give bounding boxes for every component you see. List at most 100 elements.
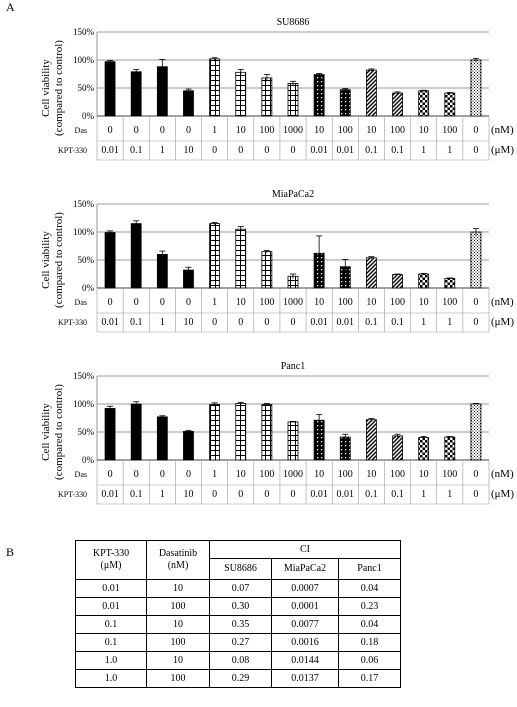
table-row: 0.01 10 0.07 0.0007 0.04 [75, 579, 401, 598]
das-value: 0 [134, 297, 139, 308]
kpt-value: 0 [212, 489, 217, 500]
header-ci: CI [209, 540, 401, 559]
table-row: 0.01 100 0.30 0.0001 0.23 [75, 597, 401, 616]
table-cell-ci: 0.0016 [271, 633, 339, 652]
header-kpt: KPT-330 (μM) [75, 540, 147, 580]
table-row: 1.0 100 0.29 0.0137 0.17 [75, 669, 401, 688]
das-value: 10 [366, 297, 376, 308]
das-value: 10 [236, 297, 246, 308]
kpt-row-label: KPT-330 [58, 318, 87, 327]
das-value: 100 [338, 297, 353, 308]
bar [392, 92, 403, 117]
das-value: 0 [134, 125, 139, 136]
table-cell-das: 10 [146, 579, 210, 598]
y-axis-label: Cell viability(compared to control) [40, 212, 65, 308]
kpt-value: 1 [421, 317, 426, 328]
bar [209, 58, 221, 117]
das-value: 10 [314, 125, 324, 136]
das-value: 0 [186, 469, 191, 480]
header-dasatinib: Dasatinib (nM) [146, 540, 210, 580]
y-tick-label: 100% [73, 399, 95, 409]
das-value: 0 [473, 469, 478, 480]
table-cell-das: 10 [146, 651, 210, 670]
kpt-value: 0.1 [365, 317, 378, 328]
kpt-value: 1 [421, 489, 426, 500]
ci-table: KPT-330 (μM) Dasatinib (nM) CI SU8686 MiaP… [75, 540, 401, 688]
das-value: 10 [419, 125, 429, 136]
table-cell-kpt: 0.01 [75, 597, 147, 616]
kpt-unit: (μM) [491, 488, 514, 500]
bar [183, 431, 194, 461]
das-unit: (nM) [491, 468, 514, 480]
bar [130, 71, 142, 117]
das-value: 0 [160, 469, 165, 480]
das-row-label: Das [75, 298, 87, 307]
bar [235, 228, 247, 289]
das-value: 10 [366, 469, 376, 480]
y-tick-label: 0% [82, 283, 95, 293]
kpt-value: 0 [291, 489, 296, 500]
kpt-value: 1 [447, 145, 452, 156]
das-value: 0 [160, 297, 165, 308]
table-cell-ci: 0.0007 [271, 579, 339, 598]
kpt-value: 1 [447, 489, 452, 500]
table-cell-ci: 0.04 [338, 615, 401, 634]
panel-a-label: A [6, 0, 15, 14]
bar [156, 253, 168, 289]
bar [365, 419, 377, 461]
kpt-value: 0.1 [130, 317, 143, 328]
das-value: 100 [338, 469, 353, 480]
kpt-value: 0.1 [391, 145, 404, 156]
col-panc1: Panc1 [338, 558, 401, 580]
bar-chart-su8686: SU8686 0% 50% 100% 150% Cell viability(compar… [40, 17, 514, 161]
kpt-value: 0 [238, 317, 243, 328]
table-cell-ci: 0.27 [209, 633, 272, 652]
bar [209, 223, 221, 289]
kpt-unit: (μM) [491, 316, 514, 328]
das-value: 0 [108, 125, 113, 136]
table-cell-ci: 0.30 [209, 597, 272, 616]
das-row-label: Das [75, 470, 87, 479]
bar [339, 436, 351, 461]
kpt-value: 1 [160, 145, 165, 156]
das-value: 0 [473, 125, 478, 136]
kpt-value: 0.01 [101, 489, 119, 500]
table-cell-ci: 0.07 [209, 579, 272, 598]
y-tick-label: 100% [73, 55, 95, 65]
das-value: 1 [212, 297, 217, 308]
y-axis-label-line1: Cell viability [40, 231, 52, 289]
kpt-value: 0 [264, 489, 269, 500]
table-cell-ci: 0.29 [209, 669, 272, 688]
das-value: 100 [442, 297, 457, 308]
das-value: 1 [212, 469, 217, 480]
bar [261, 77, 273, 117]
chart-title: Panc1 [281, 361, 305, 372]
y-tick-label: 150% [73, 199, 95, 209]
table-cell-ci: 0.0001 [271, 597, 339, 616]
das-value: 100 [390, 125, 405, 136]
bar [418, 437, 430, 461]
y-axis-label-line2: (compared to control) [53, 212, 65, 308]
table-cell-ci: 0.08 [209, 651, 272, 670]
bar [104, 61, 116, 117]
table-cell-ci: 0.17 [338, 669, 401, 688]
y-axis-label-line2: (compared to control) [53, 384, 65, 480]
y-axis-label-line1: Cell viability [40, 403, 52, 461]
bar [365, 257, 377, 289]
bar [418, 273, 430, 289]
kpt-value: 0.01 [101, 145, 119, 156]
das-value: 0 [186, 125, 191, 136]
table-cell-kpt: 0.1 [75, 633, 147, 652]
kpt-row-label: KPT-330 [58, 490, 87, 499]
table-row: 0.1 100 0.27 0.0016 0.18 [75, 633, 401, 652]
bar [470, 231, 482, 289]
kpt-value: 0.01 [337, 489, 355, 500]
table-row: 1.0 10 0.08 0.0144 0.06 [75, 651, 401, 670]
y-axis-label-line2: (compared to control) [53, 40, 65, 136]
kpt-value: 0.1 [391, 489, 404, 500]
das-unit: (nM) [491, 296, 514, 308]
kpt-value: 0 [264, 145, 269, 156]
das-value: 100 [259, 125, 274, 136]
bar [313, 419, 325, 461]
